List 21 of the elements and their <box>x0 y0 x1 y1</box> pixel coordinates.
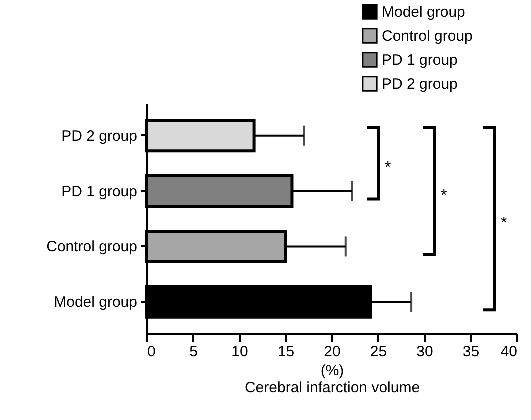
legend-label: Model group <box>382 4 466 21</box>
annotation: * <box>501 215 508 232</box>
x-tick-label: 5 <box>190 344 198 360</box>
x-tick-label: 25 <box>370 344 388 360</box>
x-axis-title: (%) Cerebral infarction volume <box>244 362 420 396</box>
y-tick-label: Model group <box>54 294 138 312</box>
x-tick-label: 0 <box>148 344 156 360</box>
y-tick-label: Control group <box>46 238 138 256</box>
y-tick-label: PD 2 group <box>62 128 138 145</box>
annotation: * <box>441 187 448 204</box>
y-tick-label: PD 1 group <box>62 183 138 200</box>
x-tick-label: 15 <box>278 344 295 360</box>
x-tick-label: 30 <box>416 344 434 360</box>
legend-label: PD 1 group <box>382 52 458 69</box>
legend-label: Control group <box>382 28 473 45</box>
x-tick-label: 40 <box>500 344 518 360</box>
x-tick-label: 20 <box>324 344 341 360</box>
x-tick-label: 35 <box>462 344 480 360</box>
legend-label: PD 2 group <box>382 76 458 93</box>
annotation: * <box>385 160 392 177</box>
x-tick-label: 10 <box>232 344 248 360</box>
